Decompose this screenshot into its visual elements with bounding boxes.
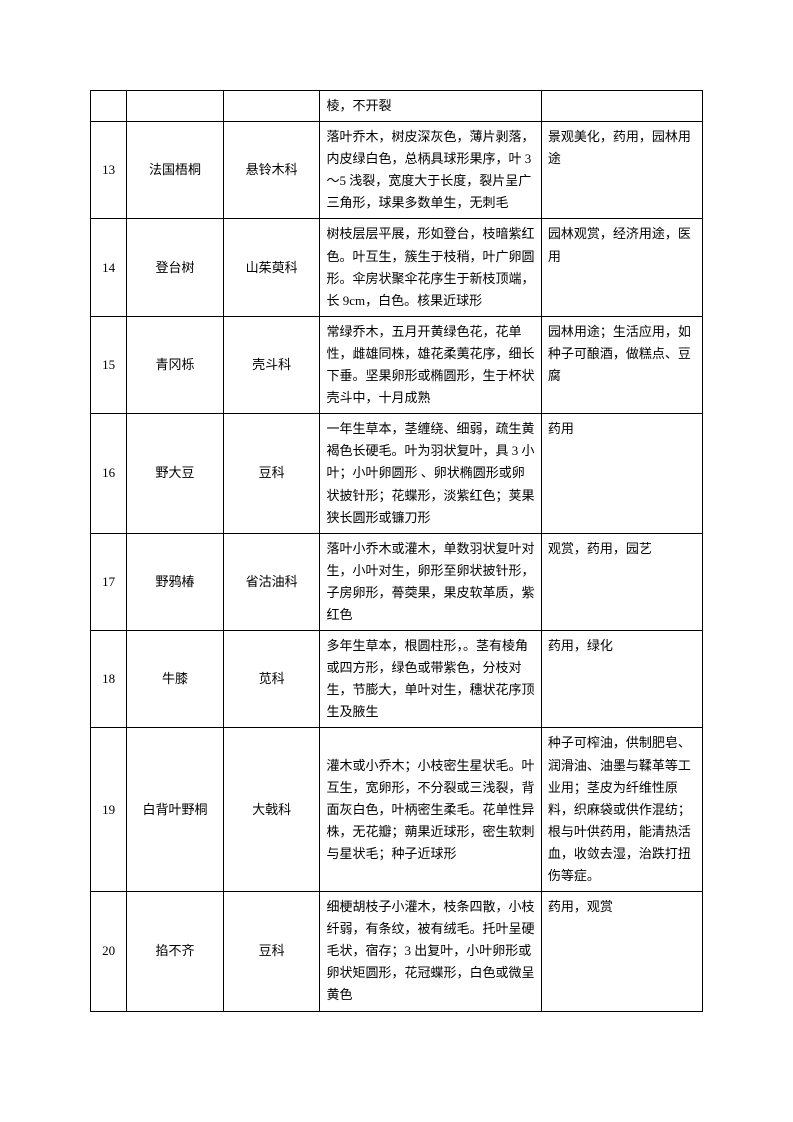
cell-num: 19 [91,728,127,892]
cell-use: 景观美化，药用，园林用途 [541,122,702,219]
table-row: 棱，不开裂 [91,91,703,122]
cell-family: 悬铃木科 [223,122,320,219]
table-row: 13 法国梧桐 悬铃木科 落叶乔木，树皮深灰色，薄片剥落，内皮绿白色，总柄具球形… [91,122,703,219]
cell-description: 落叶乔木，树皮深灰色，薄片剥落，内皮绿白色，总柄具球形果序，叶 3～5 浅裂，宽… [320,122,541,219]
cell-description: 一年生草本，茎缠绕、细弱，疏生黄褐色长硬毛。叶为羽状复叶，具 3 小叶；小叶卵圆… [320,414,541,533]
plant-table: 棱，不开裂 13 法国梧桐 悬铃木科 落叶乔木，树皮深灰色，薄片剥落，内皮绿白色… [90,90,703,1012]
cell-description: 灌木或小乔木；小枝密生星状毛。叶互生，宽卵形，不分裂或三浅裂，背面灰白色，叶柄密… [320,728,541,892]
table-row: 20 掐不齐 豆科 细梗胡枝子小灌木，枝条四散，小枝纤弱，有条纹，被有绒毛。托叶… [91,892,703,1011]
cell-num: 16 [91,414,127,533]
cell-use: 药用，观赏 [541,892,702,1011]
cell-use: 药用 [541,414,702,533]
cell-use: 药用，绿化 [541,631,702,728]
page-container: 棱，不开裂 13 法国梧桐 悬铃木科 落叶乔木，树皮深灰色，薄片剥落，内皮绿白色… [0,0,793,1122]
cell-description: 细梗胡枝子小灌木，枝条四散，小枝纤弱，有条纹，被有绒毛。托叶呈硬毛状，宿存；3 … [320,892,541,1011]
cell-family: 大戟科 [223,728,320,892]
cell-name [127,91,224,122]
cell-name: 野大豆 [127,414,224,533]
cell-family: 省沽油科 [223,533,320,630]
cell-use: 园林用途；生活应用，如种子可酿酒，做糕点、豆腐 [541,316,702,413]
cell-num [91,91,127,122]
cell-description: 棱，不开裂 [320,91,541,122]
cell-num: 13 [91,122,127,219]
cell-family: 豆科 [223,892,320,1011]
cell-description: 多年生草本，根圆柱形，。茎有棱角或四方形，绿色或带紫色，分枝对生，节膨大，单叶对… [320,631,541,728]
cell-family: 苋科 [223,631,320,728]
cell-num: 18 [91,631,127,728]
cell-name: 牛膝 [127,631,224,728]
cell-use: 园林观赏，经济用途，医用 [541,219,702,316]
table-row: 16 野大豆 豆科 一年生草本，茎缠绕、细弱，疏生黄褐色长硬毛。叶为羽状复叶，具… [91,414,703,533]
cell-name: 野鸦椿 [127,533,224,630]
cell-num: 14 [91,219,127,316]
cell-family [223,91,320,122]
cell-name: 登台树 [127,219,224,316]
cell-use [541,91,702,122]
cell-family: 豆科 [223,414,320,533]
cell-description: 常绿乔木，五月开黄绿色花，花单性，雌雄同株，雄花柔荑花序，细长下垂。坚果卵形或椭… [320,316,541,413]
cell-description: 树枝层层平展，形如登台，枝暗紫红色。叶互生，簇生于枝稍，叶广卵圆形。伞房状聚伞花… [320,219,541,316]
cell-use: 种子可榨油，供制肥皂、润滑油、油墨与鞣革等工业用；茎皮为纤维性原料，织麻袋或供作… [541,728,702,892]
table-row: 19 白背叶野桐 大戟科 灌木或小乔木；小枝密生星状毛。叶互生，宽卵形，不分裂或… [91,728,703,892]
table-row: 15 青冈栎 壳斗科 常绿乔木，五月开黄绿色花，花单性，雌雄同株，雄花柔荑花序，… [91,316,703,413]
cell-name: 掐不齐 [127,892,224,1011]
table-body: 棱，不开裂 13 法国梧桐 悬铃木科 落叶乔木，树皮深灰色，薄片剥落，内皮绿白色… [91,91,703,1012]
cell-num: 15 [91,316,127,413]
cell-family: 壳斗科 [223,316,320,413]
cell-use: 观赏，药用，园艺 [541,533,702,630]
table-row: 18 牛膝 苋科 多年生草本，根圆柱形，。茎有棱角或四方形，绿色或带紫色，分枝对… [91,631,703,728]
cell-family: 山茱萸科 [223,219,320,316]
cell-num: 20 [91,892,127,1011]
cell-name: 法国梧桐 [127,122,224,219]
cell-name: 青冈栎 [127,316,224,413]
cell-name: 白背叶野桐 [127,728,224,892]
table-row: 17 野鸦椿 省沽油科 落叶小乔木或灌木，单数羽状复叶对生，小叶对生，卵形至卵状… [91,533,703,630]
table-row: 14 登台树 山茱萸科 树枝层层平展，形如登台，枝暗紫红色。叶互生，簇生于枝稍，… [91,219,703,316]
cell-description: 落叶小乔木或灌木，单数羽状复叶对生，小叶对生，卵形至卵状披针形，子房卵形，蓇葖果… [320,533,541,630]
cell-num: 17 [91,533,127,630]
